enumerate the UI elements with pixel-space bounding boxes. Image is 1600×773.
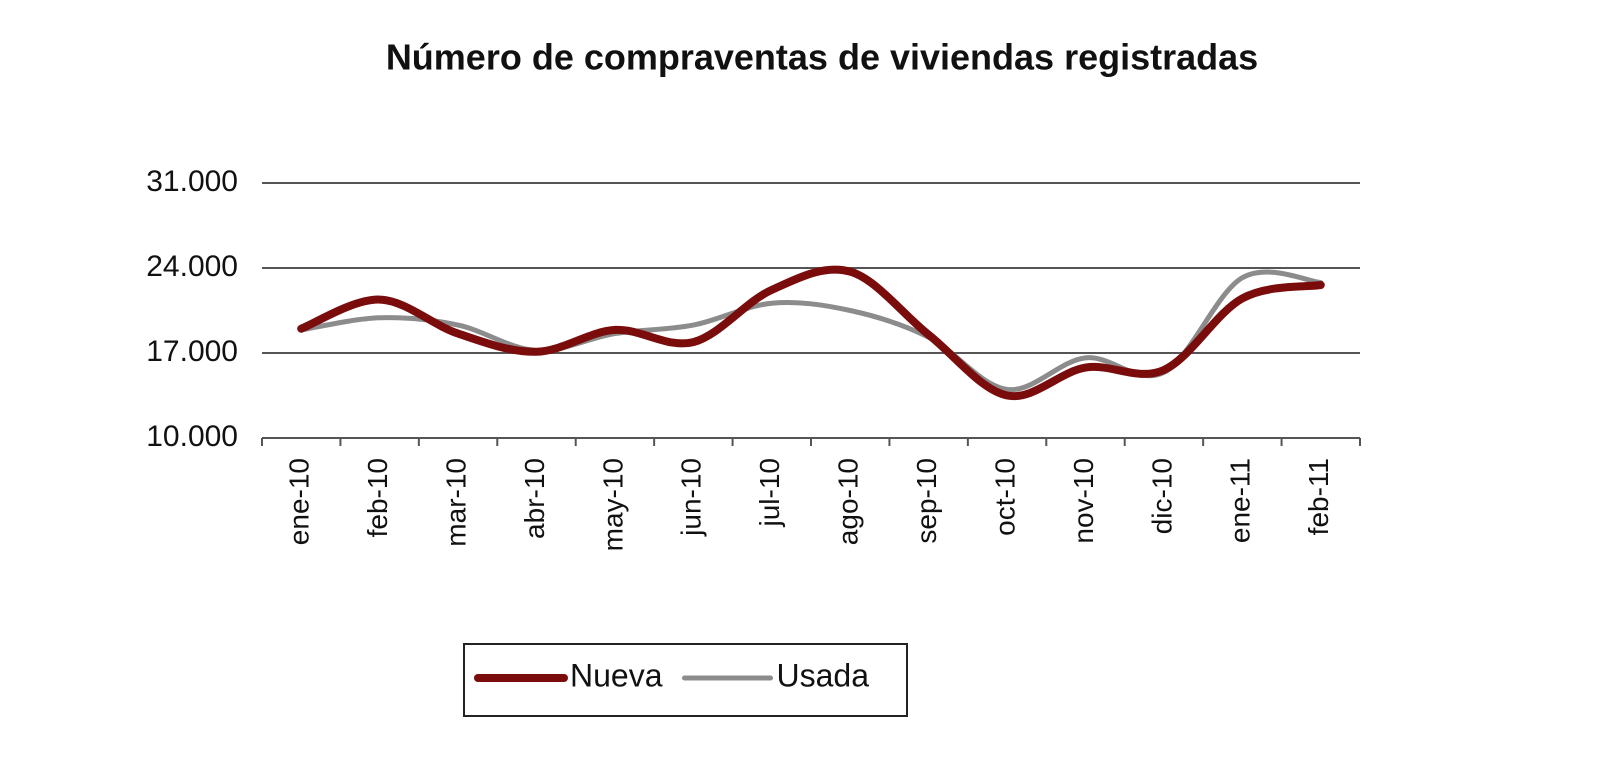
series-line [297, 265, 1325, 401]
x-tick-label: mar-10 [440, 458, 471, 547]
y-tick-label: 17.000 [146, 335, 238, 368]
y-tick-label: 31.000 [146, 165, 238, 198]
chart-title: Número de compraventas de viviendas regi… [386, 37, 1258, 78]
x-tick-label: abr-10 [519, 458, 550, 539]
x-tick-label: feb-10 [362, 458, 393, 537]
x-tick-label: sep-10 [911, 458, 942, 544]
x-tick-label: may-10 [597, 458, 628, 551]
x-tick-label: feb-11 [1303, 458, 1334, 535]
x-tick-label: ene-10 [284, 458, 315, 545]
x-tick-label: ago-10 [833, 458, 864, 545]
legend-label: Usada [777, 657, 870, 693]
x-tick-label: jul-10 [754, 458, 785, 527]
x-tick-label: dic-10 [1146, 458, 1177, 534]
x-tick-label: jun-10 [676, 458, 707, 537]
x-tick-label: ene-11 [1225, 458, 1256, 543]
legend-label: Nueva [570, 657, 663, 693]
x-tick-label: nov-10 [1068, 458, 1099, 544]
y-tick-label: 10.000 [146, 420, 238, 453]
x-tick-label: oct-10 [989, 458, 1020, 536]
y-tick-label: 24.000 [146, 250, 238, 283]
